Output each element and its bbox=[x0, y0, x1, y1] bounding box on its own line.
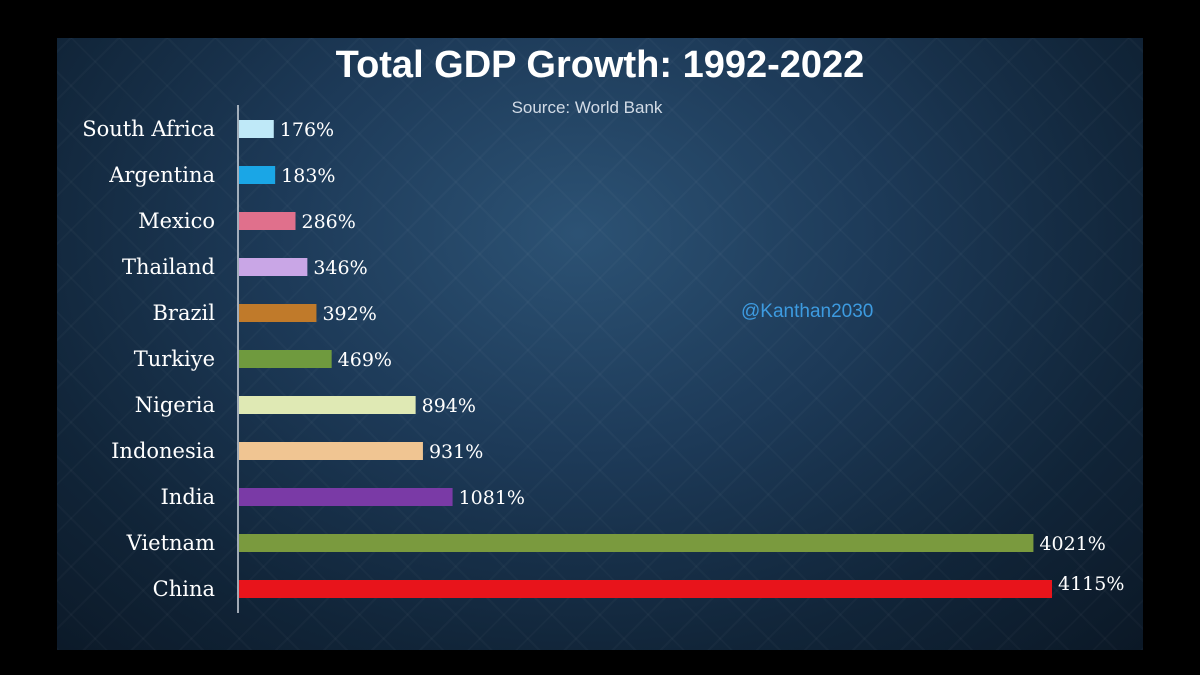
category-label: Nigeria bbox=[135, 393, 215, 417]
value-label: 392% bbox=[322, 303, 376, 325]
bar-thailand bbox=[239, 258, 308, 276]
category-label: Turkiye bbox=[134, 347, 215, 371]
category-label: Indonesia bbox=[111, 439, 215, 463]
value-label: 4115% bbox=[1058, 573, 1124, 595]
bar-indonesia bbox=[239, 442, 423, 460]
value-label: 286% bbox=[302, 211, 356, 233]
bar-nigeria bbox=[239, 396, 416, 414]
value-label: 1081% bbox=[459, 487, 525, 509]
category-label: Argentina bbox=[108, 163, 215, 187]
value-label: 346% bbox=[313, 257, 367, 279]
chart-subtitle: Source: World Bank bbox=[511, 98, 663, 117]
bar-brazil bbox=[239, 304, 317, 322]
bar-chart: South Africa 176% Argentina 183% Mexico 286% T… bbox=[82, 105, 1124, 613]
chart-panel: Total GDP Growth: 1992-2022 Source: Worl… bbox=[57, 38, 1143, 650]
value-label: 183% bbox=[281, 165, 335, 187]
bar-china bbox=[239, 580, 1052, 598]
value-label: 894% bbox=[422, 395, 476, 417]
value-label: 931% bbox=[429, 441, 483, 463]
category-label: Vietnam bbox=[126, 531, 215, 555]
category-label: Mexico bbox=[138, 209, 215, 233]
bar-india bbox=[239, 488, 453, 506]
category-label: India bbox=[161, 485, 216, 509]
category-label: South Africa bbox=[82, 117, 215, 141]
value-label: 469% bbox=[338, 349, 392, 371]
author-handle: @Kanthan2030 bbox=[741, 301, 874, 322]
chart-title: Total GDP Growth: 1992-2022 bbox=[335, 44, 865, 86]
bar-turkiye bbox=[239, 350, 332, 368]
category-label: Brazil bbox=[153, 301, 216, 325]
bar-argentina bbox=[239, 166, 276, 184]
bar-vietnam bbox=[239, 534, 1034, 552]
bar-south-africa bbox=[239, 120, 274, 138]
value-label: 4021% bbox=[1039, 533, 1105, 555]
category-label: Thailand bbox=[122, 255, 215, 279]
category-label: China bbox=[153, 577, 215, 601]
bar-mexico bbox=[239, 212, 296, 230]
value-label: 176% bbox=[280, 119, 334, 141]
